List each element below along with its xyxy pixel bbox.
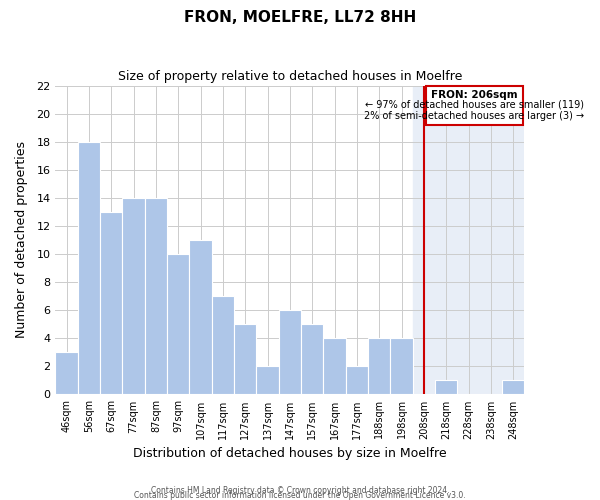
Text: ← 97% of detached houses are smaller (119): ← 97% of detached houses are smaller (11… <box>365 100 584 110</box>
Bar <box>167 254 190 394</box>
Text: FRON, MOELFRE, LL72 8HH: FRON, MOELFRE, LL72 8HH <box>184 10 416 25</box>
Bar <box>256 366 279 394</box>
Text: Contains public sector information licensed under the Open Government Licence v3: Contains public sector information licen… <box>134 491 466 500</box>
Bar <box>502 380 524 394</box>
Bar <box>145 198 167 394</box>
Bar <box>122 198 145 394</box>
Bar <box>368 338 391 394</box>
Bar <box>323 338 346 394</box>
X-axis label: Distribution of detached houses by size in Moelfre: Distribution of detached houses by size … <box>133 447 447 460</box>
Bar <box>212 296 234 394</box>
Text: 2% of semi-detached houses are larger (3) →: 2% of semi-detached houses are larger (3… <box>364 111 584 121</box>
Title: Size of property relative to detached houses in Moelfre: Size of property relative to detached ho… <box>118 70 462 83</box>
Bar <box>190 240 212 394</box>
Text: Contains HM Land Registry data © Crown copyright and database right 2024.: Contains HM Land Registry data © Crown c… <box>151 486 449 495</box>
Y-axis label: Number of detached properties: Number of detached properties <box>15 142 28 338</box>
Bar <box>234 324 256 394</box>
Bar <box>78 142 100 394</box>
FancyBboxPatch shape <box>426 86 523 125</box>
Text: FRON: 206sqm: FRON: 206sqm <box>431 90 518 100</box>
Bar <box>279 310 301 394</box>
Bar <box>346 366 368 394</box>
Bar <box>100 212 122 394</box>
Bar <box>435 380 457 394</box>
Bar <box>413 86 524 394</box>
Bar <box>301 324 323 394</box>
Bar <box>391 338 413 394</box>
Bar <box>55 352 78 395</box>
